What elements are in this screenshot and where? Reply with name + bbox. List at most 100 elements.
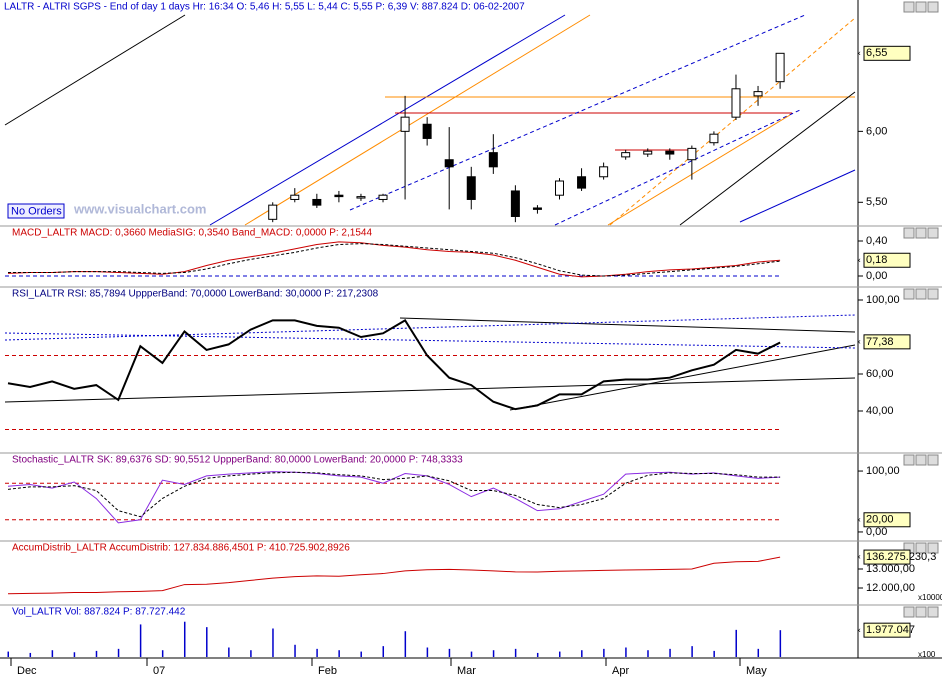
y-tick-label: 60,00 bbox=[866, 368, 894, 380]
volume-bar bbox=[735, 629, 737, 657]
no-orders-box bbox=[7, 203, 65, 219]
panel-title: MACD_LALTR MACD: 0,3660 MediaSIG: 0,3540… bbox=[12, 228, 372, 239]
watermark: www.visualchart.com bbox=[73, 201, 206, 216]
x-tick-label: Apr bbox=[612, 665, 629, 677]
volume-bar bbox=[382, 646, 385, 657]
volume-bar bbox=[250, 650, 252, 657]
last-value-label: 1.977.047 bbox=[866, 624, 915, 636]
last-value-label: 136.275.230,3 bbox=[866, 551, 936, 563]
candle-body bbox=[466, 176, 476, 200]
volume-bar bbox=[492, 650, 495, 657]
window-button[interactable] bbox=[915, 288, 927, 300]
series-line bbox=[7, 318, 781, 411]
window-button[interactable] bbox=[927, 227, 939, 239]
trend-line bbox=[4, 332, 856, 349]
last-value-box bbox=[863, 512, 911, 528]
volume-bar bbox=[73, 652, 76, 657]
candle-body bbox=[687, 147, 697, 161]
window-button[interactable] bbox=[903, 288, 915, 300]
y-tick-label: 40,00 bbox=[866, 405, 894, 417]
trend-line bbox=[609, 17, 856, 226]
candle-body bbox=[532, 207, 542, 210]
window-button[interactable] bbox=[915, 542, 927, 554]
volume-bar bbox=[294, 644, 296, 657]
trend-line bbox=[509, 344, 856, 411]
panel-plot bbox=[7, 621, 782, 657]
candle-body bbox=[356, 196, 366, 199]
last-value-arrow: ‹ bbox=[858, 625, 861, 634]
window-button[interactable] bbox=[927, 288, 939, 300]
panel-plot bbox=[7, 556, 781, 595]
last-value-label: 20,00 bbox=[866, 514, 894, 526]
volume-bar bbox=[647, 650, 649, 657]
volume-bar bbox=[581, 650, 583, 657]
last-value-label: 77,38 bbox=[866, 336, 894, 348]
y-tick-label: 100,00 bbox=[866, 294, 900, 306]
volume-bar bbox=[448, 648, 451, 657]
panel-plot bbox=[5, 471, 781, 524]
panel-title: Vol_LALTR Vol: 887.824 P: 87.727.442 bbox=[12, 607, 186, 618]
window-button[interactable] bbox=[927, 454, 939, 466]
window-button[interactable] bbox=[903, 227, 915, 239]
volume-bar bbox=[536, 652, 539, 657]
volume-bar bbox=[29, 652, 32, 657]
panel-title: Stochastic_LALTR SK: 89,6376 SD: 90,5512… bbox=[12, 455, 463, 466]
y-tick-label: 0,00 bbox=[866, 526, 887, 538]
trend-line bbox=[4, 377, 856, 403]
trend-line bbox=[679, 91, 856, 226]
candle-body bbox=[268, 204, 278, 220]
candle-body bbox=[290, 194, 300, 200]
window-button[interactable] bbox=[915, 606, 927, 618]
volume-bar bbox=[228, 647, 230, 657]
volume-bar bbox=[470, 651, 473, 657]
series-line bbox=[7, 471, 781, 524]
window-button[interactable] bbox=[903, 454, 915, 466]
panel-plot bbox=[5, 241, 781, 278]
last-value-arrow: ‹ bbox=[858, 48, 861, 57]
y-tick-label: 0,00 bbox=[866, 270, 887, 282]
volume-bar bbox=[603, 648, 605, 657]
volume-bar bbox=[272, 628, 274, 657]
no-orders: No Orders bbox=[11, 205, 62, 217]
window-button[interactable] bbox=[915, 1, 927, 13]
y-tick-label: 5,50 bbox=[866, 196, 887, 208]
x-tick-label: Feb bbox=[318, 665, 337, 677]
volume-bar bbox=[117, 648, 120, 657]
trend-line bbox=[4, 14, 186, 126]
last-value-arrow: ‹ bbox=[858, 552, 861, 561]
panel-title: RSI_LALTR RSI: 85,7894 UppperBand: 70,00… bbox=[12, 289, 379, 300]
trend-line bbox=[607, 114, 791, 226]
candle-body bbox=[422, 123, 432, 139]
series-line bbox=[7, 241, 781, 278]
window-button[interactable] bbox=[927, 1, 939, 13]
window-button[interactable] bbox=[903, 1, 915, 13]
volume-bar bbox=[404, 631, 407, 657]
volume-bar bbox=[360, 651, 362, 657]
scale-label: x10000 bbox=[918, 593, 942, 602]
window-button[interactable] bbox=[927, 542, 939, 554]
volume-bar bbox=[426, 647, 429, 657]
volume-bar bbox=[139, 624, 142, 657]
last-value-box bbox=[863, 622, 911, 638]
last-value-arrow: ‹ bbox=[858, 255, 861, 264]
candle-body bbox=[643, 150, 653, 155]
candle-body bbox=[400, 116, 410, 132]
window-button[interactable] bbox=[903, 606, 915, 618]
panel-plot bbox=[5, 318, 781, 430]
volume-bar bbox=[779, 630, 782, 657]
candle-body bbox=[621, 152, 631, 158]
last-value-box bbox=[863, 252, 911, 268]
volume-bar bbox=[206, 627, 208, 657]
series-line bbox=[7, 471, 781, 518]
window-button[interactable] bbox=[915, 454, 927, 466]
y-tick-label: 0,40 bbox=[866, 235, 887, 247]
volume-bar bbox=[51, 650, 54, 657]
candle-body bbox=[709, 133, 719, 144]
volume-bar bbox=[316, 648, 318, 657]
window-button[interactable] bbox=[915, 227, 927, 239]
volume-bar bbox=[625, 647, 627, 657]
scale-label: x100 bbox=[918, 650, 936, 659]
volume-bar bbox=[338, 650, 340, 657]
candle-body bbox=[334, 194, 344, 198]
window-button[interactable] bbox=[927, 606, 939, 618]
